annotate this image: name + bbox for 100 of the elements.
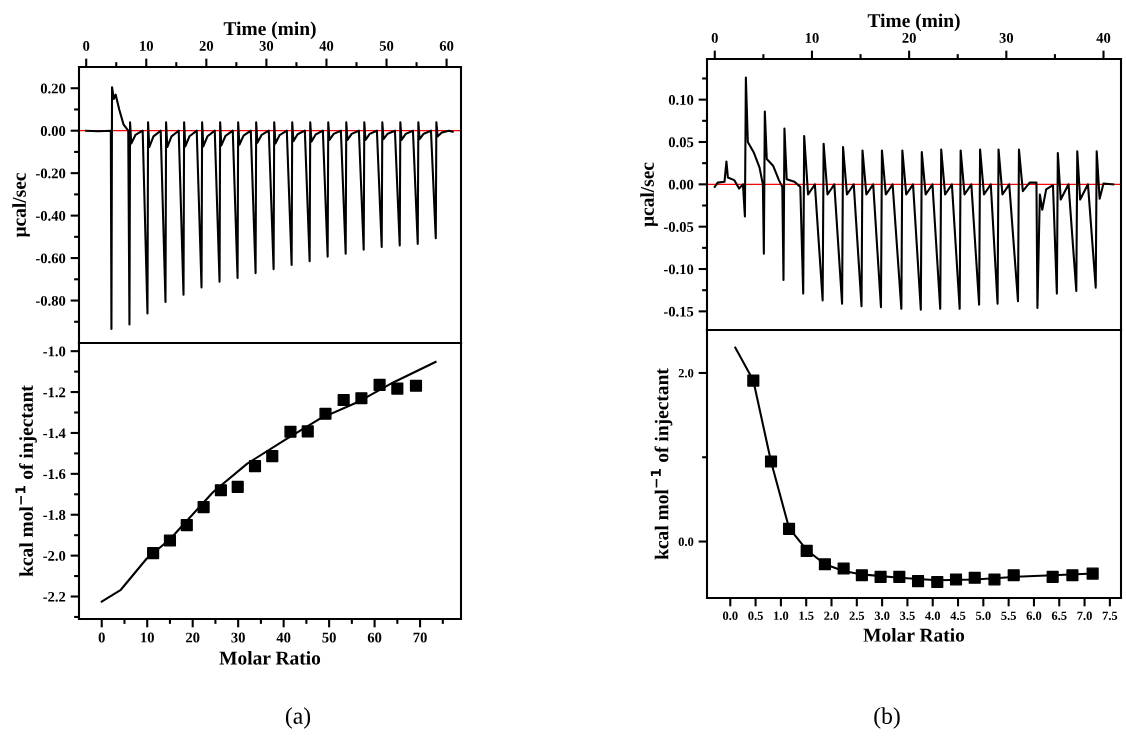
x-tick-label: 50 (322, 632, 336, 643)
y-tick-label: -1.4 (43, 428, 66, 439)
point (747, 374, 760, 387)
y-tick-label: -0.05 (663, 222, 694, 232)
point (409, 379, 423, 392)
text: (a) (285, 707, 311, 729)
x-tick-label: 5.0 (976, 611, 991, 621)
point (1007, 569, 1020, 582)
y-tick-label: -2.2 (43, 591, 66, 602)
x-tick-label: 10 (140, 41, 154, 51)
y-tick-label: 0.00 (668, 179, 694, 190)
x-axis-title: Time (min) (223, 21, 316, 40)
point (800, 544, 813, 557)
y-tick-label: 0.10 (668, 95, 694, 105)
point (1066, 569, 1079, 582)
point (1046, 570, 1059, 584)
x-tick-label: 4.5 (950, 611, 966, 621)
y-tick-label: 0.0 (678, 537, 694, 547)
y-tick-label: 0.20 (40, 83, 66, 94)
x-axis-title: Time (min) (867, 13, 960, 32)
x-tick-label: 50 (379, 41, 394, 51)
y-tick-label: -0.40 (35, 210, 66, 221)
point (764, 455, 778, 468)
line-series (713, 76, 1115, 311)
x-tick-label: 1.5 (799, 611, 814, 621)
x-axis-title: Molar Ratio (219, 650, 321, 665)
x-tick-label: 0 (98, 632, 105, 643)
point (782, 522, 796, 535)
line-series (85, 86, 454, 331)
point (266, 449, 279, 463)
x-tick-label: 40 (319, 41, 334, 51)
y-tick-label: -1.2 (43, 387, 66, 398)
x-tick-label: 20 (199, 41, 214, 51)
y-tick-label: -1.0 (43, 346, 66, 357)
point (337, 393, 350, 407)
y-tick-label: -0.20 (35, 168, 66, 179)
x-tick-label: 60 (367, 632, 382, 643)
point (373, 378, 386, 391)
x-tick-label: 20 (902, 33, 916, 43)
point (391, 382, 404, 395)
point (214, 484, 227, 497)
text: (b) (874, 707, 900, 729)
x-tick-label: 70 (413, 632, 427, 643)
point (988, 573, 1001, 586)
y-tick-label: -0.80 (35, 295, 66, 306)
point (1086, 567, 1099, 580)
y-tick-label: 0.00 (40, 126, 66, 136)
x-tick-label: 2.5 (849, 611, 865, 621)
x-tick-label: 10 (141, 632, 154, 643)
point (147, 547, 160, 560)
line-series (100, 360, 437, 603)
x-tick-label: 40 (276, 632, 291, 643)
x-tick-label: 0 (711, 33, 718, 43)
y-tick-label: 2.0 (678, 369, 694, 378)
point (837, 562, 850, 575)
x-tick-label: 10 (805, 33, 819, 43)
x-tick-label: 1.0 (774, 611, 789, 621)
x-tick-label: 2.0 (824, 611, 839, 621)
point (855, 569, 868, 582)
point (874, 570, 887, 584)
x-tick-label: 6.0 (1026, 611, 1042, 621)
y-axis-title: μcal/sec (640, 162, 658, 227)
point (180, 519, 193, 532)
y-tick-label: -0.60 (35, 253, 66, 264)
x-tick-label: 60 (439, 41, 454, 51)
point (248, 460, 262, 473)
point (231, 480, 244, 494)
x-tick-label: 3.5 (900, 611, 915, 621)
x-tick-label: 0 (83, 41, 90, 51)
y-tick-label: -1.6 (43, 469, 66, 480)
x-tick-label: 4.0 (925, 611, 941, 621)
y-tick-label: -0.15 (663, 306, 694, 317)
x-axis-title: Molar Ratio (863, 628, 965, 642)
x-tick-label: 7.0 (1077, 611, 1092, 621)
y-tick-label: -0.10 (663, 264, 694, 275)
x-tick-label: 30 (259, 41, 274, 51)
x-tick-label: 5.5 (1001, 611, 1016, 621)
point (911, 575, 925, 588)
y-tick-label: -1.8 (43, 510, 66, 520)
point (818, 558, 831, 571)
x-tick-label: 20 (186, 632, 200, 643)
point (163, 534, 177, 547)
point (931, 575, 944, 589)
point (284, 425, 297, 438)
y-axis-title: kcal mol$^{−1}$ of injectant (650, 368, 673, 560)
x-tick-label: 30 (231, 632, 245, 643)
y-axis-title: kcal mol$^{−1}$ of injectant (15, 385, 37, 577)
point (197, 501, 210, 514)
x-tick-label: 0.5 (748, 611, 763, 621)
point (893, 570, 906, 584)
y-axis-title: μcal/sec (12, 172, 30, 238)
point (968, 571, 981, 584)
x-tick-label: 40 (1096, 33, 1111, 43)
y-tick-label: 0.05 (668, 137, 694, 148)
point (301, 425, 314, 438)
x-tick-label: 3.0 (874, 611, 890, 621)
x-tick-label: 7.5 (1102, 611, 1118, 621)
x-tick-label: 6.5 (1051, 611, 1067, 621)
point (355, 392, 368, 405)
point (319, 407, 332, 420)
